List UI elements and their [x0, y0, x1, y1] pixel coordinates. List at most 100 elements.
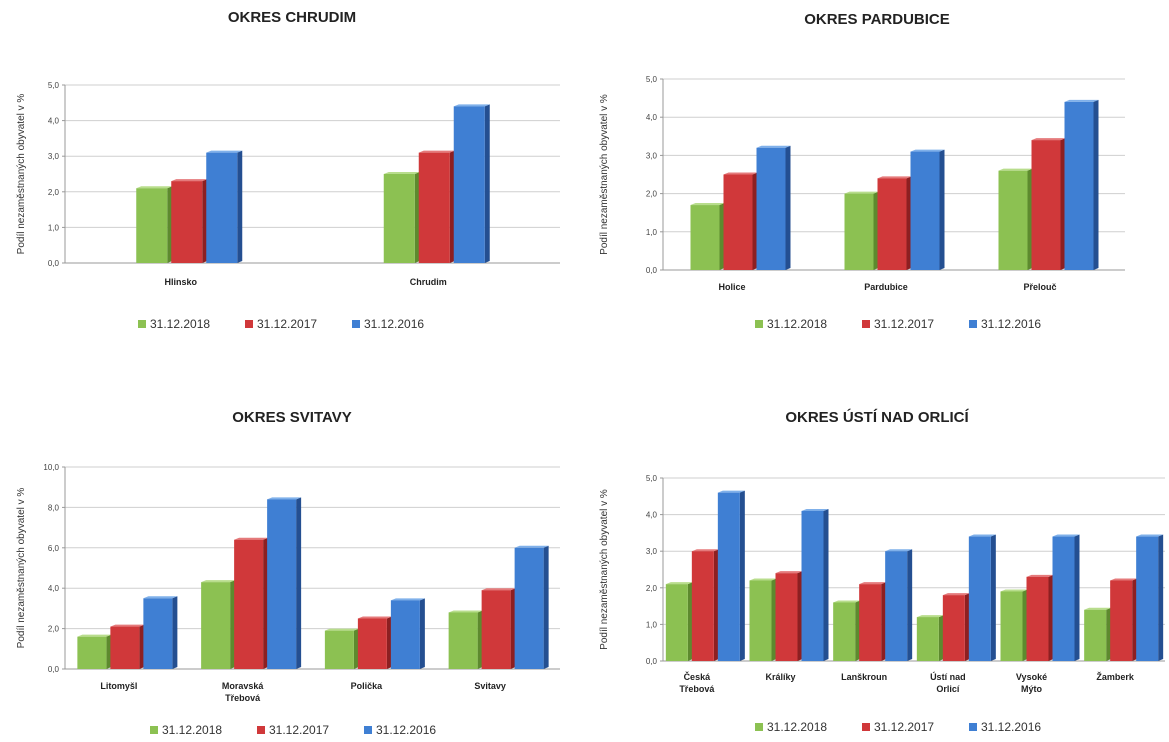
bar-31.12.2018 [448, 610, 483, 669]
bar-side [484, 104, 490, 263]
y-tick-label: 2,0 [646, 584, 658, 593]
y-axis-label: Podíl nezaměstnaných obyvatel v % [599, 489, 610, 650]
bar-top [916, 615, 944, 618]
bar-top [357, 616, 392, 619]
bar-side [543, 545, 549, 669]
bar-side [263, 537, 269, 669]
y-tick-label: 10,0 [43, 463, 59, 472]
bar-top [1000, 589, 1028, 592]
category-label: Chrudim [410, 277, 447, 287]
bar-top [998, 168, 1033, 171]
bar-side [1022, 589, 1028, 661]
bar [885, 551, 908, 661]
bar [418, 152, 450, 263]
bar-31.12.2017 [942, 593, 970, 661]
y-tick-label: 1,0 [48, 223, 60, 232]
bar-top [665, 582, 693, 585]
bar-side [687, 582, 693, 661]
bar [234, 539, 264, 669]
bar-side [881, 582, 887, 661]
bar [143, 598, 173, 669]
y-tick-label: 5,0 [48, 81, 60, 90]
bar-top [143, 596, 178, 599]
legend-label: 31.12.2016 [981, 720, 1041, 734]
bar-side [202, 179, 208, 263]
bar-side [1060, 138, 1066, 270]
legend-swatch [138, 320, 146, 328]
legend-swatch [862, 320, 870, 328]
bar-top [690, 203, 725, 206]
bar-side [414, 172, 420, 263]
bar-top [723, 172, 758, 175]
bar-31.12.2018 [844, 191, 879, 270]
bar [723, 174, 753, 270]
bar-side [106, 634, 112, 669]
y-axis-label: Podíl nezaměstnaných obyvatel v % [16, 94, 27, 255]
bar [968, 536, 991, 661]
legend-label: 31.12.2018 [162, 723, 222, 737]
chart-chrudim: OKRES CHRUDIM Podíl nezaměstnaných obyvat… [16, 9, 560, 331]
category-label: Svitavy [474, 681, 506, 691]
bar-top [910, 149, 945, 152]
bar-top [234, 537, 269, 540]
category-label: Třebová [225, 693, 261, 703]
bar [833, 602, 856, 661]
legend-swatch [245, 320, 253, 328]
bar-31.12.2017 [357, 616, 392, 669]
category-label: Králíky [765, 672, 795, 682]
legend-swatch [755, 723, 763, 731]
bar [910, 151, 940, 270]
bar-top [324, 628, 359, 631]
bar-31.12.2016 [885, 549, 913, 661]
bar-side [1132, 578, 1138, 661]
bar-side [1074, 534, 1080, 661]
chart-pardubice: OKRES PARDUBICE Podíl nezaměstnaných obyv… [599, 11, 1125, 331]
bar-top [136, 186, 173, 189]
category-label: Holice [718, 282, 745, 292]
bar-top [201, 580, 236, 583]
bar-31.12.2017 [110, 624, 145, 669]
bar-31.12.2016 [717, 490, 745, 661]
category-label: Litomyšl [100, 681, 137, 691]
bar-31.12.2016 [143, 596, 178, 669]
bar [453, 106, 485, 263]
bar-side [237, 150, 243, 263]
bar-31.12.2017 [691, 549, 719, 661]
y-tick-label: 1,0 [646, 228, 658, 237]
bar [448, 612, 478, 669]
bar [1136, 536, 1159, 661]
bar-side [855, 600, 861, 661]
bar [1110, 580, 1133, 661]
bar-side [906, 176, 912, 270]
bar [859, 584, 882, 661]
bar-31.12.2017 [481, 588, 516, 669]
y-axis-label: Podíl nezaměstnaných obyvatel v % [16, 488, 27, 649]
category-label: Lanškroun [841, 672, 887, 682]
bar-top [514, 545, 549, 548]
bar-31.12.2018 [201, 580, 236, 669]
bar-31.12.2016 [206, 150, 243, 263]
bar-side [386, 616, 392, 669]
chart-title: OKRES SVITAVY [232, 409, 351, 426]
bar-side [719, 203, 725, 270]
bar [756, 147, 786, 270]
bar-31.12.2018 [916, 615, 944, 661]
legend-swatch [862, 723, 870, 731]
legend-swatch [352, 320, 360, 328]
bar-side [964, 593, 970, 661]
bar [1084, 609, 1107, 661]
bar-side [139, 624, 145, 669]
legend-label: 31.12.2017 [257, 317, 317, 331]
bar-top [453, 104, 490, 107]
chart-svitavy: OKRES SVITAVY Podíl nezaměstnaných obyvat… [16, 409, 560, 737]
bar-31.12.2016 [968, 534, 996, 661]
bar-top [877, 176, 912, 179]
bar-side [752, 172, 758, 270]
bar [77, 636, 107, 669]
bar-31.12.2016 [756, 145, 791, 270]
bar-side [510, 588, 516, 669]
y-tick-label: 0,0 [646, 657, 658, 666]
bar-31.12.2018 [383, 172, 420, 263]
bar [110, 626, 140, 669]
bar [324, 630, 354, 669]
